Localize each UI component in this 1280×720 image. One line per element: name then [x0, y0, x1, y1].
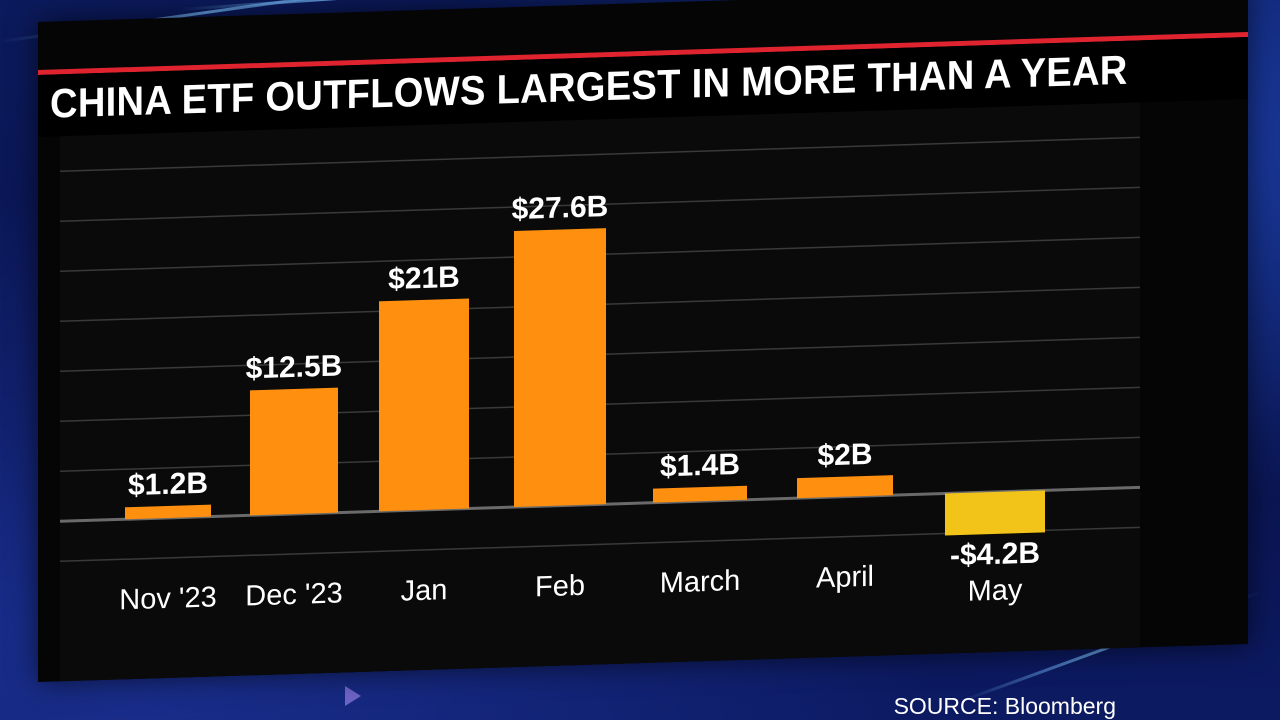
category-label-0: Nov '23	[119, 581, 216, 616]
category-label-4: March	[660, 565, 741, 600]
data-label-2: $21B	[388, 261, 460, 296]
data-label-3: $27.6B	[512, 190, 609, 226]
data-label-1: $12.5B	[246, 349, 343, 385]
data-label-6: -$4.2B	[950, 537, 1040, 573]
bar-1	[250, 387, 338, 516]
play-triangle-icon	[345, 686, 361, 706]
bar-4	[653, 485, 747, 503]
category-label-6: May	[968, 574, 1023, 608]
data-label-4: $1.4B	[660, 448, 740, 484]
chart-screen: CHINA ETF OUTFLOWS LARGEST IN MORE THAN …	[38, 0, 1248, 682]
source-label: SOURCE: Bloomberg	[893, 693, 1116, 719]
data-label-5: $2B	[817, 438, 872, 473]
chart-panel: $1.2B Nov '23 $12.5B Dec '23 $21B Jan $27.6B Fe…	[60, 102, 1140, 682]
bar-3	[514, 228, 606, 508]
bar-chart: $1.2B Nov '23 $12.5B Dec '23 $21B Jan $27.6B Fe…	[60, 136, 1140, 616]
bar-5	[797, 475, 893, 499]
category-label-1: Dec '23	[245, 577, 342, 612]
bar-2	[379, 298, 469, 512]
category-label-5: April	[816, 561, 874, 595]
gridline	[60, 136, 1140, 173]
data-label-0: $1.2B	[128, 467, 208, 503]
gridline	[60, 186, 1140, 223]
category-label-3: Feb	[535, 570, 585, 604]
bar-6	[945, 490, 1045, 536]
category-label-2: Jan	[401, 574, 448, 607]
bar-0	[125, 504, 211, 520]
